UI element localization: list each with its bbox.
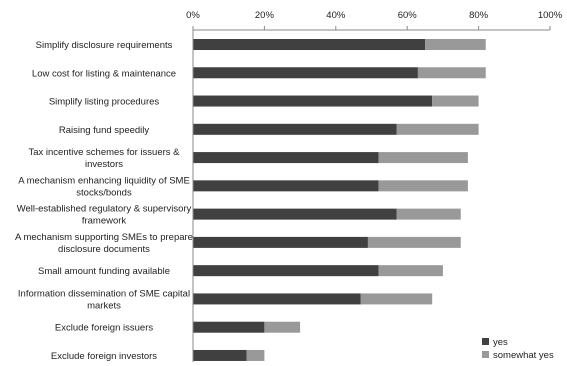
category-label: Raising fund speedily: [59, 125, 150, 136]
category-label: Small amount funding available: [38, 266, 170, 277]
bar-yes: [193, 95, 433, 107]
legend-swatch: [482, 351, 489, 358]
bar-yes: [193, 123, 397, 135]
bar-yes: [193, 293, 361, 305]
bar-somewhat-yes: [396, 208, 461, 220]
category-label: A mechanism supporting SMEs to prepare di…: [15, 232, 193, 255]
bar-somewhat-yes: [367, 236, 461, 248]
axes: [192, 29, 550, 362]
x-axis-ticks: 0% 20% 40% 60% 80% 100%: [186, 10, 563, 30]
bar-somewhat-yes: [264, 321, 301, 333]
bar-somewhat-yes: [246, 349, 265, 361]
category-label: Simplify disclosure requirements: [36, 40, 173, 51]
x-tick-label: 100%: [538, 10, 563, 21]
bar-yes: [193, 67, 418, 79]
category-label: Tax incentive schemes for issuers & inves…: [28, 147, 180, 170]
bar-somewhat-yes: [425, 39, 486, 50]
bars: [193, 39, 486, 361]
x-tick-label: 80%: [469, 10, 489, 21]
bar-yes: [193, 208, 397, 220]
category-label: Well-established regulatory & supervisor…: [17, 204, 192, 227]
bar-yes: [193, 349, 247, 361]
bar-somewhat-yes: [396, 123, 479, 135]
category-label: Information dissemination of SME capital…: [18, 288, 190, 311]
category-label: A mechanism enhancing liquidity of SME st…: [18, 175, 190, 198]
bar-yes: [193, 236, 368, 248]
bar-yes: [193, 321, 265, 333]
bar-somewhat-yes: [360, 293, 433, 305]
x-tick-label: 40%: [326, 10, 346, 21]
x-tick-label: 20%: [255, 10, 275, 21]
category-label: Simplify listing procedures: [49, 97, 160, 108]
bar-somewhat-yes: [417, 67, 486, 79]
bar-somewhat-yes: [432, 95, 479, 107]
legend-swatch: [482, 338, 489, 345]
category-labels: Simplify disclosure requirements Low cost…: [15, 40, 193, 362]
category-label: Exclude foreign investors: [51, 351, 157, 362]
bar-yes: [193, 265, 379, 277]
bar-somewhat-yes: [378, 265, 443, 277]
legend-label: yes: [493, 337, 508, 348]
bar-yes: [193, 39, 426, 50]
x-tick-label: 60%: [398, 10, 418, 21]
category-label: Low cost for listing & maintenance: [32, 68, 176, 79]
bar-yes: [193, 180, 379, 192]
bar-somewhat-yes: [378, 180, 468, 192]
bar-yes: [193, 152, 379, 164]
x-tick-label: 0%: [186, 10, 200, 21]
legend-label: somewhat yes: [493, 350, 554, 361]
bar-somewhat-yes: [378, 152, 468, 164]
legend: yes somewhat yes: [482, 337, 554, 361]
category-label: Exclude foreign issuers: [55, 323, 153, 334]
